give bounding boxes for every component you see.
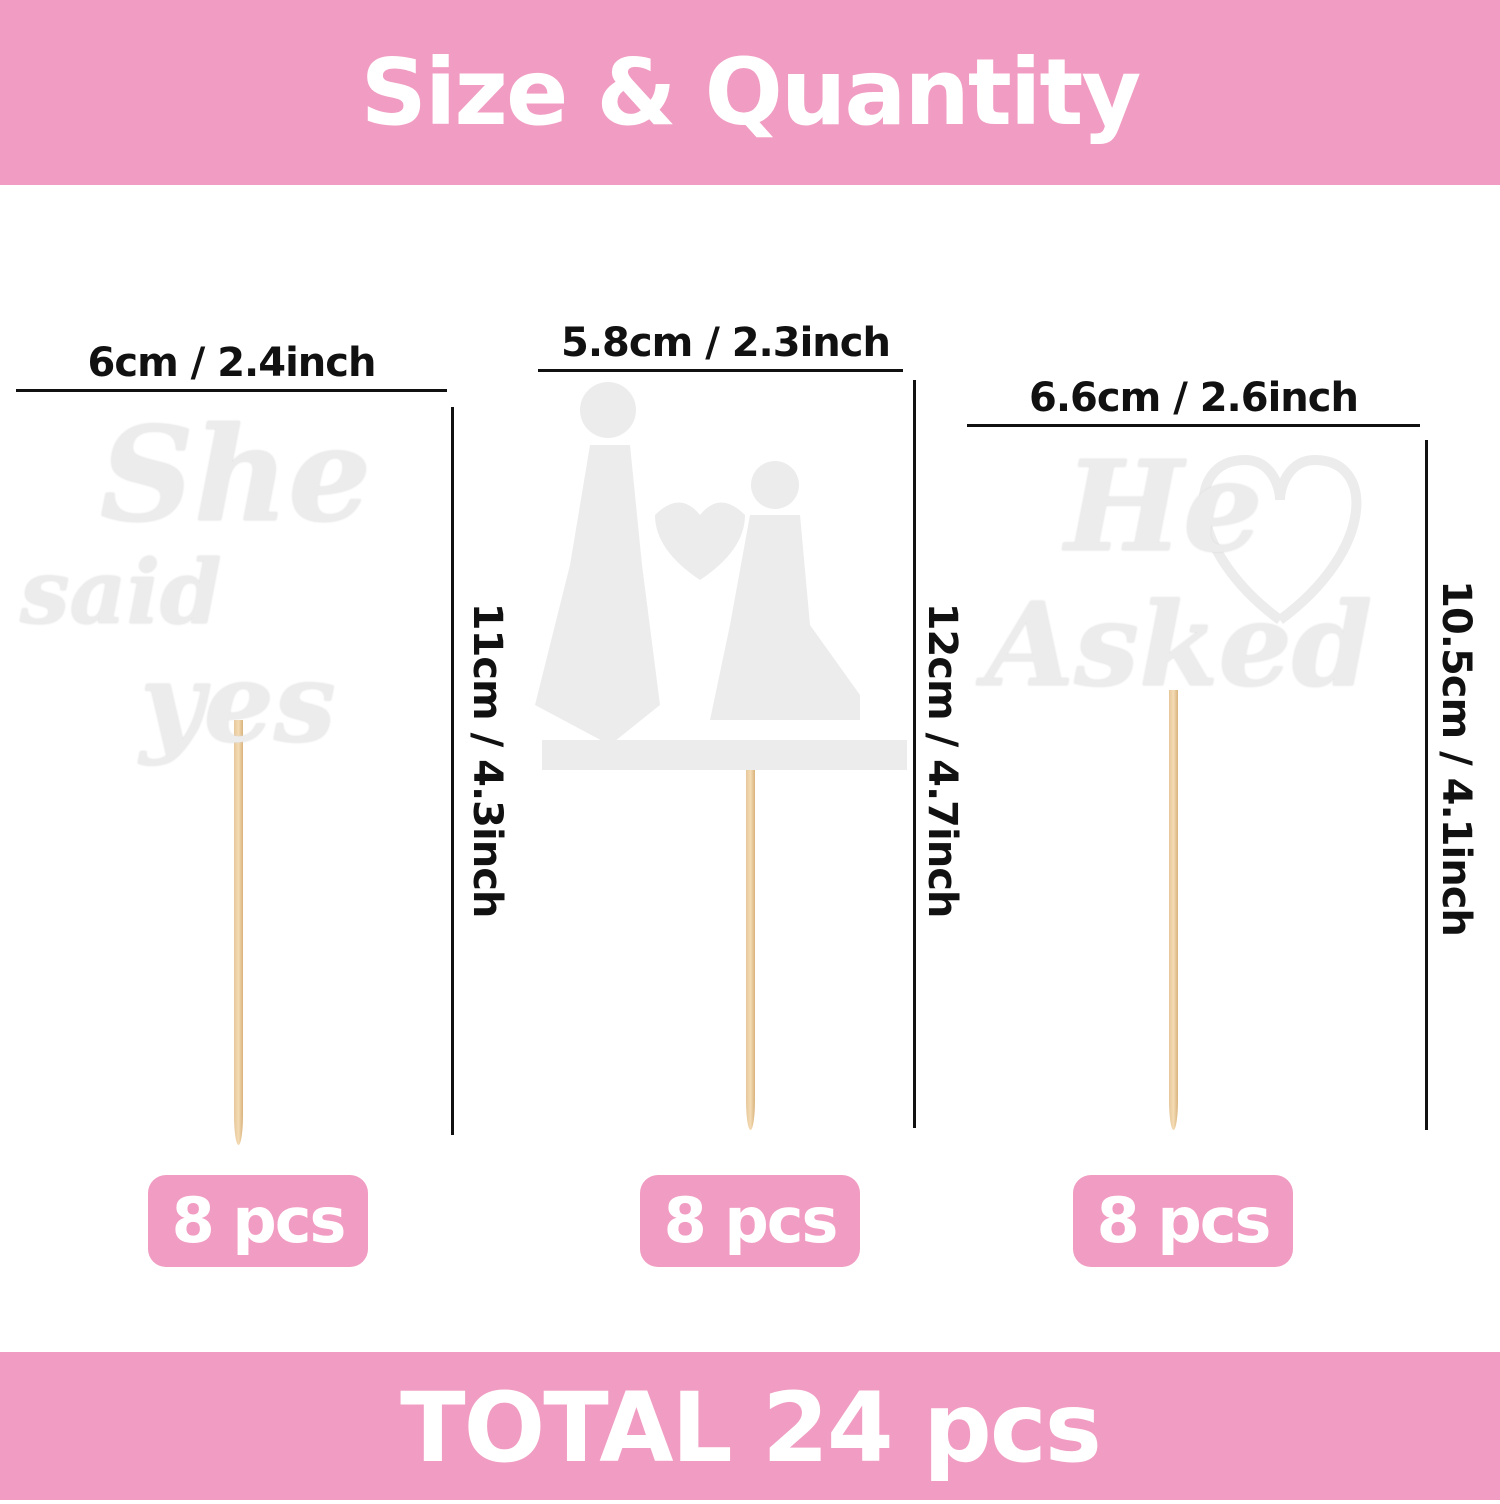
topper-she-said-yes: She said yes: [20, 398, 372, 767]
toothpick: [234, 720, 243, 1145]
height-label: 10.5cm / 4.1inch: [1433, 580, 1479, 936]
width-line: [16, 389, 447, 392]
toothpick: [746, 765, 755, 1130]
width-label: 6cm / 2.4inch: [87, 340, 377, 386]
height-line: [1425, 440, 1428, 1130]
height-line: [913, 380, 916, 1128]
topper-proposal-couple: [535, 382, 907, 770]
width-label: 5.8cm / 2.3inch: [561, 320, 891, 366]
quantity-badge: 8 pcs: [640, 1175, 860, 1267]
height-label: 12cm / 4.7inch: [919, 602, 965, 918]
footer-total: TOTAL 24 pcs: [0, 1352, 1500, 1500]
width-line: [967, 424, 1420, 427]
quantity-badge: 8 pcs: [1073, 1175, 1293, 1267]
width-line: [538, 369, 903, 372]
width-label: 6.6cm / 2.6inch: [1029, 375, 1359, 421]
quantity-badge: 8 pcs: [148, 1175, 368, 1267]
topper-he-asked: He Asked: [985, 434, 1373, 713]
height-line: [451, 407, 454, 1135]
header-title: Size & Quantity: [0, 0, 1500, 185]
toothpick: [1169, 690, 1178, 1130]
height-label: 11cm / 4.3inch: [464, 602, 510, 918]
